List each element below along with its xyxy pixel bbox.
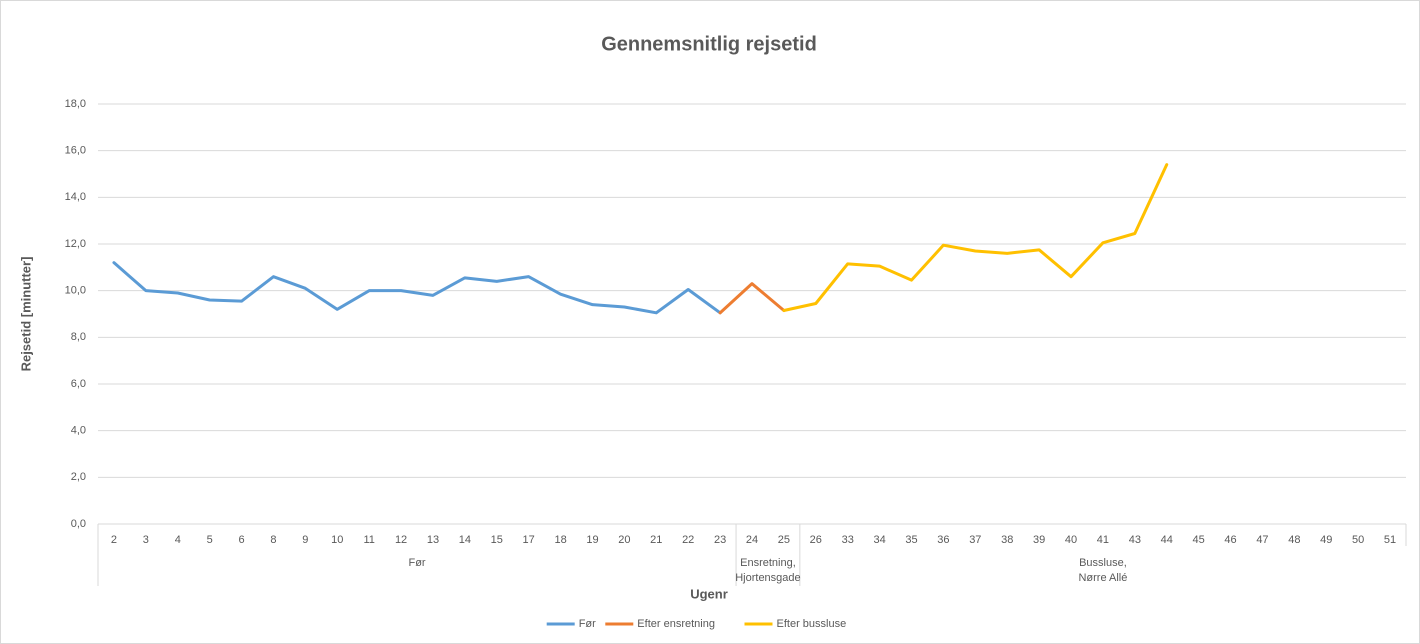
x-tick-label: 4 [175,534,181,546]
x-tick-label: 17 [523,534,535,546]
legend-label: Efter bussluse [777,618,847,630]
x-tick-label: 14 [459,534,471,546]
x-tick-label: 49 [1320,534,1332,546]
y-tick-label: 16,0 [65,145,86,157]
x-tick-label: 9 [302,534,308,546]
group-label: Bussluse, Nørre Allé [1078,557,1128,584]
y-tick-label: 10,0 [65,285,86,297]
x-tick-label: 45 [1193,534,1205,546]
x-tick-label: 13 [427,534,439,546]
x-tick-label: 11 [363,534,374,546]
x-tick-label: 23 [714,534,726,546]
line-series [112,261,722,315]
x-axis-label: Ugenr [690,586,728,601]
y-tick-label: 14,0 [65,191,86,203]
y-tick-label: 8,0 [71,331,86,343]
x-tick-label: 22 [682,534,694,546]
x-tick-label: 18 [554,534,566,546]
x-tick-label: 24 [746,534,758,546]
x-tick-label: 46 [1224,534,1236,546]
x-tick-label: 25 [778,534,790,546]
x-tick-label: 51 [1384,534,1396,546]
group-label: Før [408,557,426,569]
x-tick-label: 48 [1288,534,1300,546]
x-tick-label: 21 [650,534,662,546]
line-series [718,282,786,315]
x-tick-label: 40 [1065,534,1077,546]
y-tick-label: 0,0 [71,518,86,530]
x-tick-label: 38 [1001,534,1013,546]
x-tick-label: 6 [238,534,244,546]
group-label: Ensretning, Hjortensgade [735,557,801,584]
y-axis-label: Rejsetid [minutter] [18,257,33,372]
x-tick-label: 26 [810,534,822,546]
legend-label: Efter ensretning [637,618,715,630]
y-tick-label: 2,0 [71,471,86,483]
x-tick-label: 41 [1097,534,1109,546]
y-tick-label: 12,0 [65,238,86,250]
x-tick-label: 5 [207,534,213,546]
x-tick-label: 8 [270,534,276,546]
x-tick-label: 33 [842,534,854,546]
x-tick-label: 19 [586,534,598,546]
y-tick-label: 4,0 [71,425,86,437]
chart-title: Gennemsnitlig rejsetid [601,33,817,55]
x-tick-label: 20 [618,534,630,546]
y-tick-label: 6,0 [71,378,86,390]
x-tick-label: 36 [937,534,949,546]
x-tick-label: 47 [1256,534,1268,546]
x-tick-label: 34 [873,534,885,546]
x-tick-label: 39 [1033,534,1045,546]
x-tick-label: 44 [1161,534,1173,546]
x-tick-label: 37 [969,534,981,546]
line-series [782,163,1169,312]
legend-label: Før [579,618,596,630]
x-tick-label: 50 [1352,534,1364,546]
y-tick-label: 18,0 [65,98,86,110]
x-tick-label: 12 [395,534,407,546]
x-tick-label: 43 [1129,534,1141,546]
x-tick-label: 35 [905,534,917,546]
x-tick-label: 3 [143,534,149,546]
x-tick-label: 10 [331,534,343,546]
x-tick-label: 15 [491,534,503,546]
x-tick-label: 2 [111,534,117,546]
